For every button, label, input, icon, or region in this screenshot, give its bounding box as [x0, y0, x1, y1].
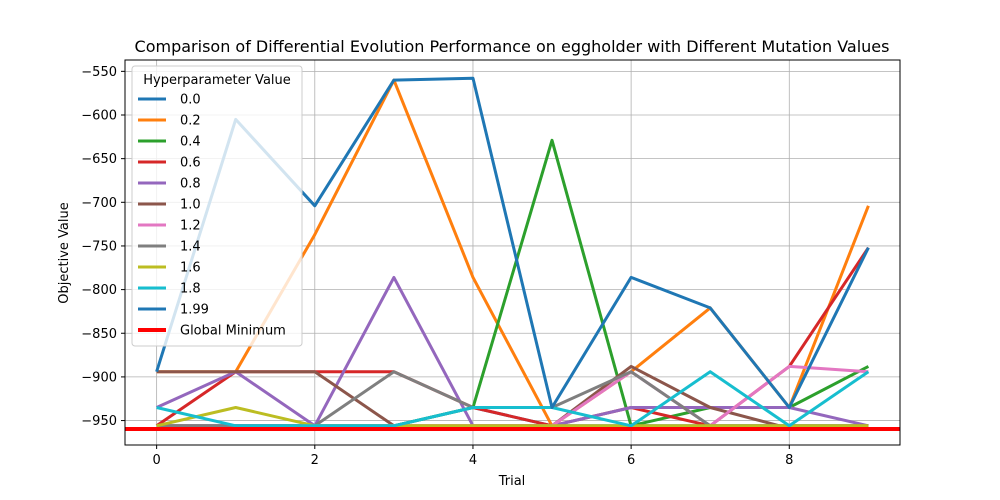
- legend-entries: 0.0 0.2 0.4 0.6 0.8 1.0 1.2 1.4 1.6 1.8 1.99 Global…: [138, 93, 286, 339]
- legend-label: 0.6: [180, 156, 201, 171]
- series-line-1-6: [156, 406, 869, 428]
- legend-label: Global Minimum: [180, 324, 286, 339]
- legend-label: 0.4: [180, 135, 201, 150]
- legend-title: Hyperparameter Value: [143, 73, 291, 88]
- y-tick-label: −950: [81, 414, 117, 429]
- x-tick-label: 6: [627, 453, 635, 468]
- legend-label: 1.0: [180, 198, 201, 213]
- y-tick-label: −850: [81, 327, 117, 342]
- legend-label: 0.8: [180, 177, 201, 192]
- plot-frame: [124, 59, 901, 446]
- y-tick-label: −800: [81, 283, 117, 298]
- series-lines: [125, 76, 900, 431]
- legend-label: 1.4: [180, 240, 201, 255]
- y-tick-label: −550: [81, 65, 117, 80]
- legend-label: 1.8: [180, 282, 201, 297]
- series-line-1-0: [156, 364, 869, 430]
- y-tick-label: −900: [81, 370, 117, 385]
- y-axis-label: Objective Value: [57, 202, 72, 303]
- x-axis-label: Trial: [498, 474, 526, 489]
- legend: Hyperparameter Value 0.0 0.2 0.4 0.6 0.8 1.0 1…: [131, 65, 303, 347]
- x-tick-label: 8: [785, 453, 793, 468]
- legend-label: 0.2: [180, 114, 201, 129]
- x-tick-label: 4: [469, 453, 477, 468]
- series-line-1-8: [156, 370, 870, 428]
- legend-label: 0.0: [180, 93, 201, 108]
- legend-label: 1.2: [180, 219, 201, 234]
- legend-label: 1.99: [180, 303, 209, 318]
- axis-ticks: 0 2 4 6 8 −950 −900 −850 −800 −750 −700 −650 −600 −55…: [81, 65, 793, 468]
- x-tick-label: 2: [311, 453, 319, 468]
- y-tick-label: −600: [81, 109, 117, 124]
- y-tick-label: −750: [81, 239, 117, 254]
- legend-label: 1.6: [180, 261, 201, 276]
- legend-box: [131, 65, 303, 347]
- y-tick-label: −650: [81, 152, 117, 167]
- chart-title: Comparison of Differential Evolution Per…: [135, 37, 890, 56]
- x-tick-label: 0: [152, 453, 160, 468]
- y-tick-label: −700: [81, 196, 117, 211]
